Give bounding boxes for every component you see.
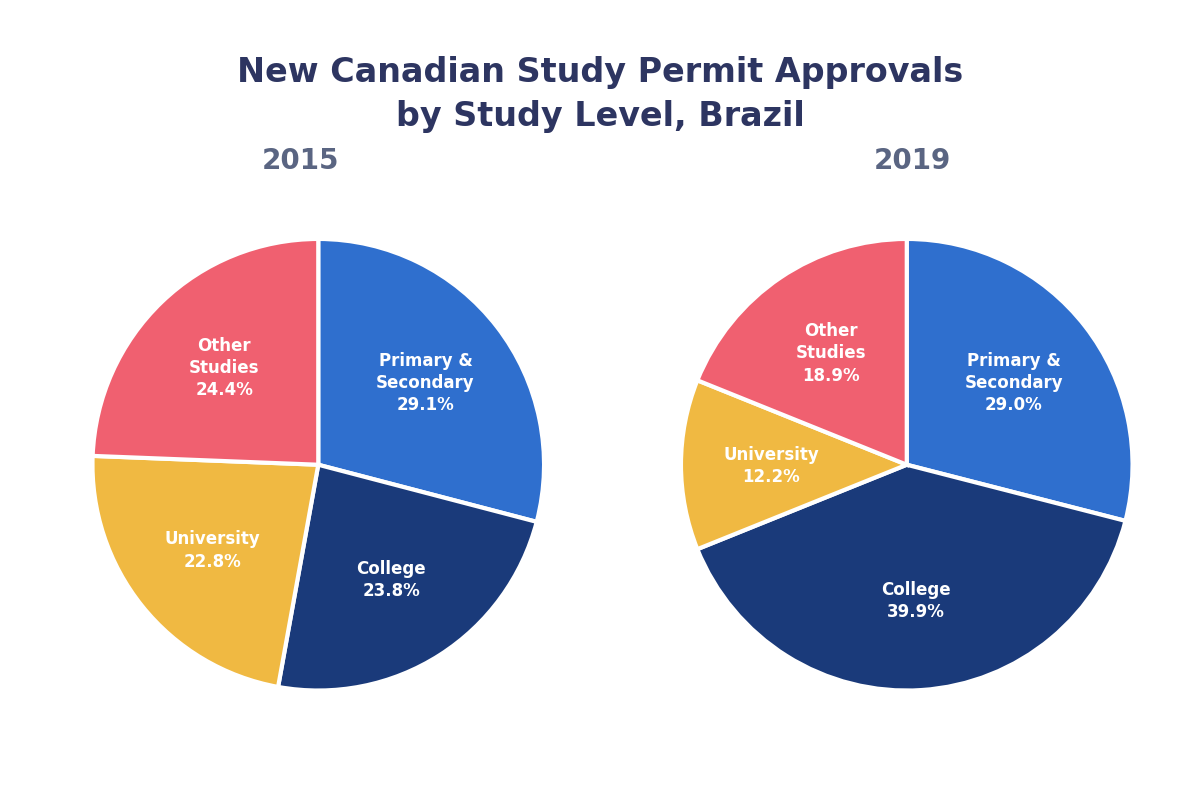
Text: Primary &
Secondary
29.0%: Primary & Secondary 29.0% <box>964 351 1063 413</box>
Wedge shape <box>318 240 544 522</box>
Text: University
22.8%: University 22.8% <box>165 530 261 570</box>
Wedge shape <box>279 465 537 691</box>
Text: Other
Studies
18.9%: Other Studies 18.9% <box>796 322 866 384</box>
Text: University
12.2%: University 12.2% <box>723 445 819 485</box>
Wedge shape <box>92 456 318 687</box>
Wedge shape <box>698 465 1125 691</box>
Text: College
23.8%: College 23.8% <box>357 559 426 599</box>
Text: Primary &
Secondary
29.1%: Primary & Secondary 29.1% <box>376 351 474 414</box>
Wedge shape <box>698 240 907 465</box>
Text: 2019: 2019 <box>874 147 951 174</box>
Text: 2015: 2015 <box>262 147 339 174</box>
Text: Other
Studies
24.4%: Other Studies 24.4% <box>189 337 259 399</box>
Wedge shape <box>681 381 907 549</box>
Wedge shape <box>92 240 318 465</box>
Text: New Canadian Study Permit Approvals
by Study Level, Brazil: New Canadian Study Permit Approvals by S… <box>238 56 963 132</box>
Text: College
39.9%: College 39.9% <box>880 580 950 620</box>
Wedge shape <box>907 240 1133 521</box>
